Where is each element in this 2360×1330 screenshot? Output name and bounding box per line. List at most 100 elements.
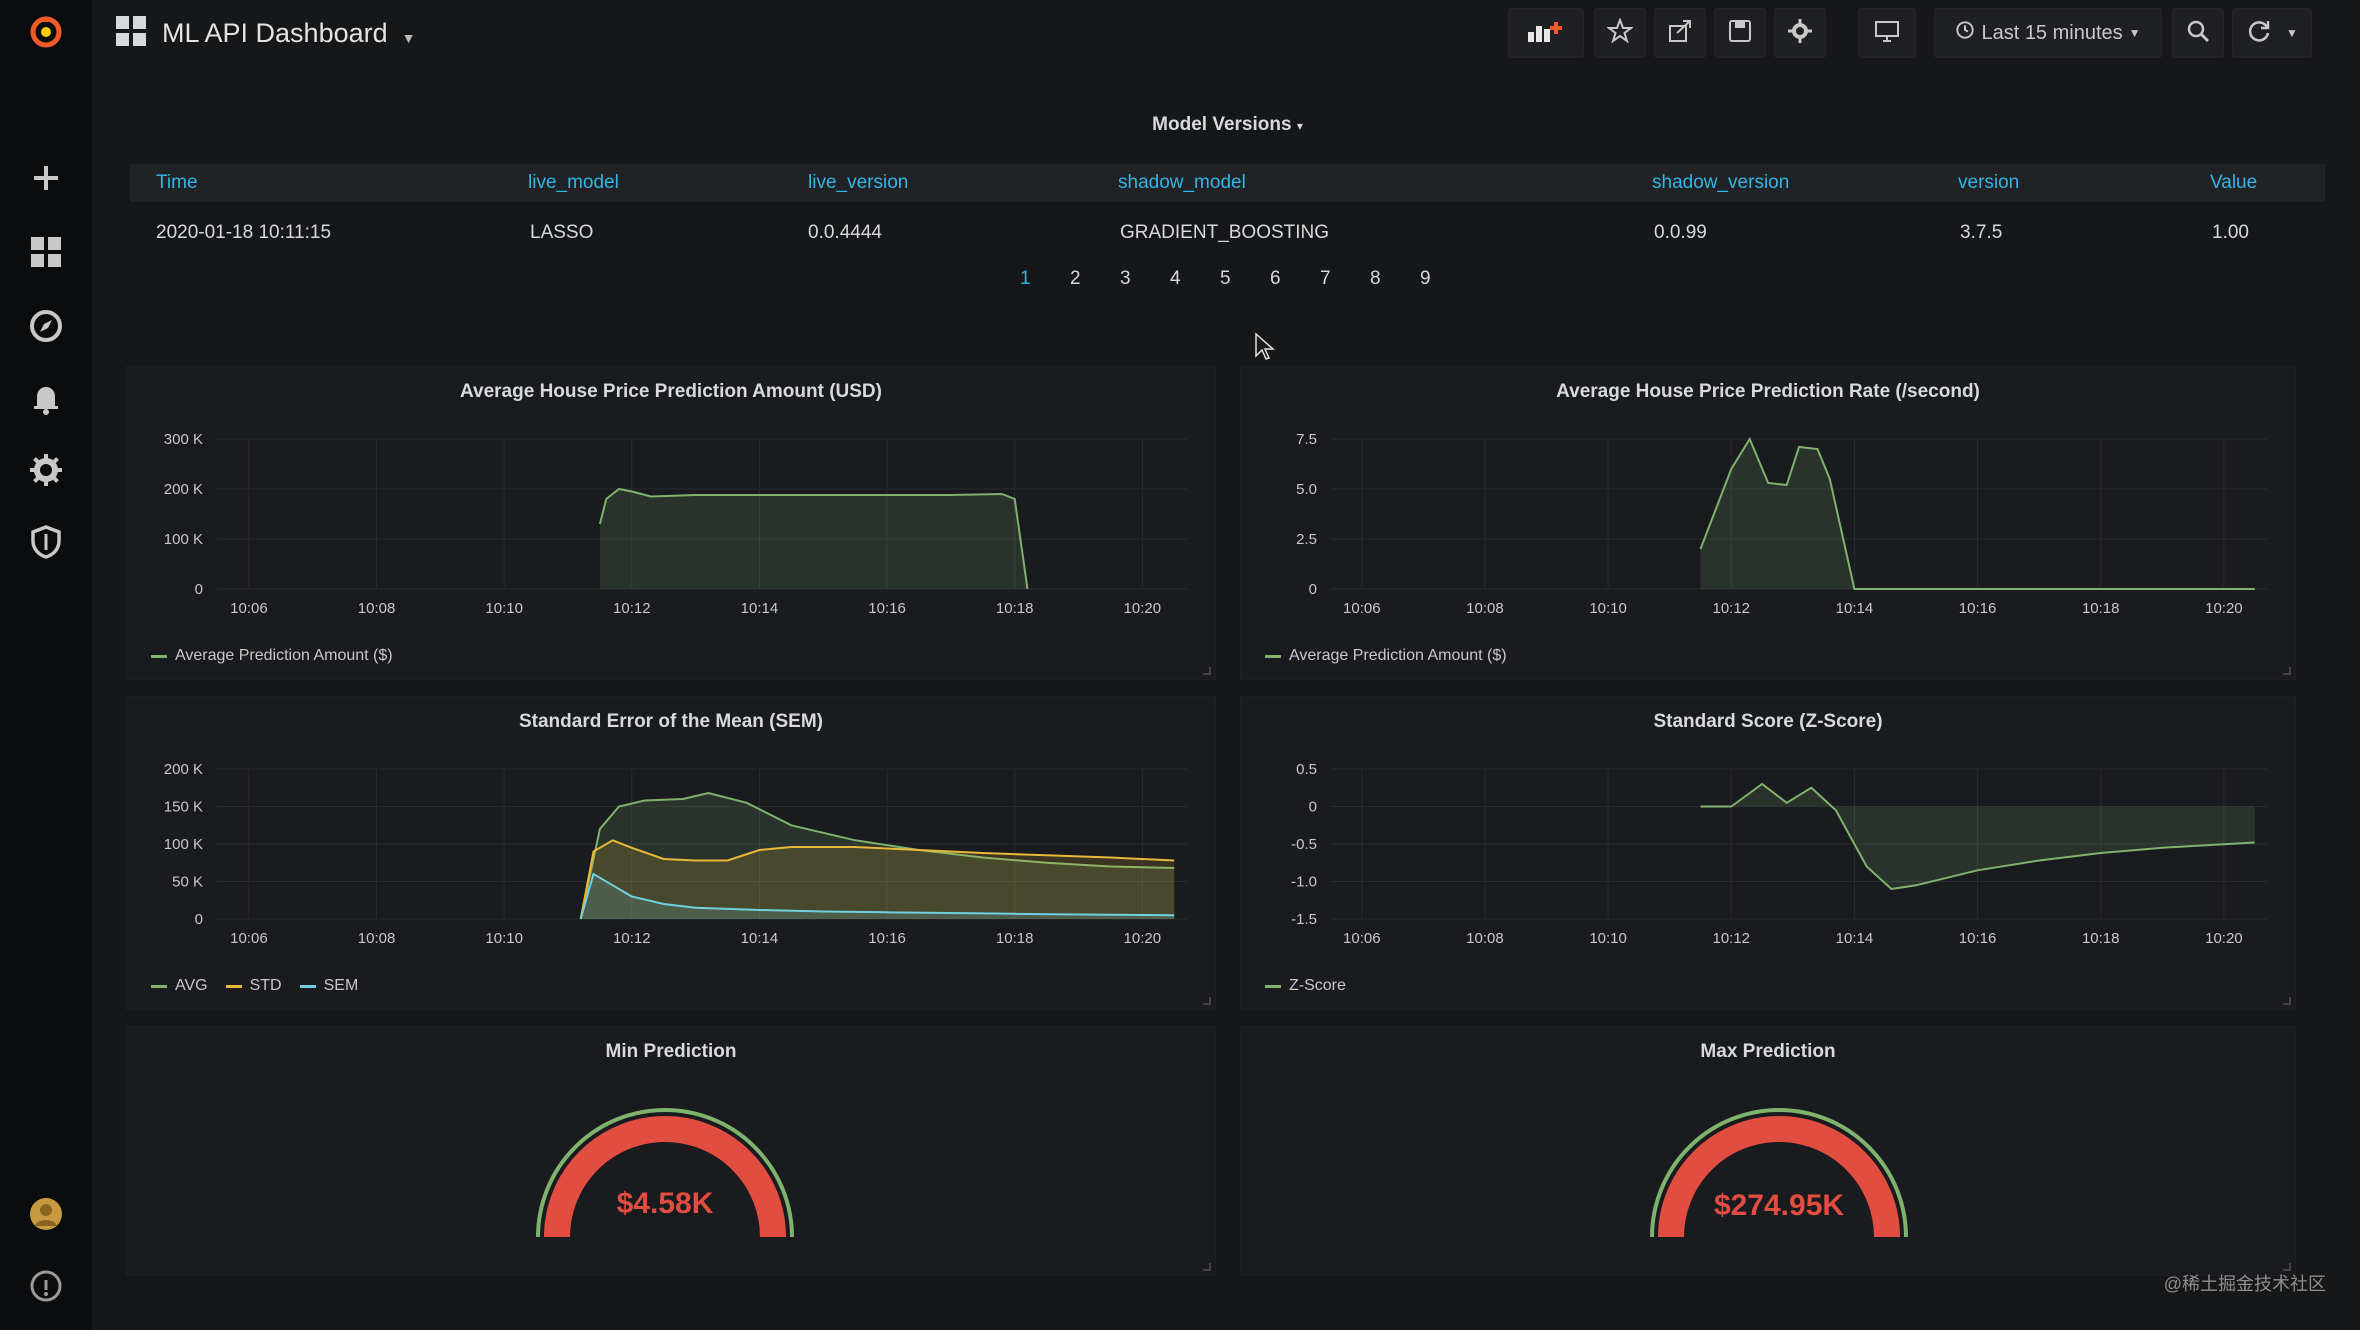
legend-item[interactable]: Average Prediction Amount ($)	[1265, 647, 1507, 665]
graph-plot: 0 100 K 200 K 300 K 10:06 10:08 10:10 10:12 10:1…	[164, 431, 1187, 617]
legend-item[interactable]: AVG	[151, 977, 208, 995]
column-header-shadow-version[interactable]: shadow_version	[1652, 172, 1790, 193]
column-header-live-version[interactable]: live_version	[808, 172, 909, 193]
y-tick-label: 2.5	[1296, 531, 1317, 548]
add-panel-button[interactable]	[1508, 8, 1584, 58]
gear-icon[interactable]	[22, 446, 70, 494]
legend-item[interactable]: STD	[225, 977, 282, 995]
help-icon[interactable]	[22, 1262, 70, 1310]
legend-item[interactable]: SEM	[299, 977, 358, 995]
graph-panel-sem[interactable]: Standard Error of the Mean (SEM) 0 50 K 10…	[126, 696, 1216, 1010]
share-button[interactable]	[1654, 8, 1706, 58]
legend-label: Z-Score	[1289, 977, 1346, 994]
x-tick-label: 10:20	[2205, 600, 2243, 617]
y-tick-label: 0	[1309, 799, 1317, 816]
column-header-value[interactable]: Value	[2210, 172, 2258, 193]
resize-handle[interactable]	[1203, 667, 1211, 675]
bell-icon[interactable]	[22, 374, 70, 422]
resize-handle[interactable]	[1203, 997, 1211, 1005]
plus-icon[interactable]	[22, 154, 70, 202]
page-5[interactable]: 5	[1220, 268, 1231, 289]
graph-panel-prediction-amount[interactable]: Average House Price Prediction Amount (U…	[126, 366, 1216, 680]
graph-plot: 0 50 K 100 K 150 K 200 K 10:06 10:08 10:10 10:12…	[164, 761, 1187, 947]
legend-item[interactable]: Z-Score	[1265, 977, 1346, 995]
series-area	[1700, 784, 2255, 889]
y-tick-label: 300 K	[164, 431, 203, 448]
page-6[interactable]: 6	[1270, 268, 1281, 289]
series-area	[580, 793, 1175, 919]
grafana-logo-icon[interactable]	[22, 8, 70, 56]
panel-title[interactable]: Model Versions ▾	[1152, 114, 1303, 135]
resize-handle[interactable]	[2283, 1263, 2291, 1271]
panel-title[interactable]: Average House Price Prediction Rate (/se…	[1556, 381, 1980, 402]
zoom-out-button[interactable]	[2172, 8, 2224, 58]
panel-title[interactable]: Standard Score (Z-Score)	[1653, 711, 1883, 732]
x-tick-label: 10:18	[996, 930, 1034, 947]
legend-swatch	[1265, 984, 1281, 988]
mouse-cursor-icon	[1254, 332, 1276, 367]
compass-icon[interactable]	[22, 302, 70, 350]
x-tick-label: 10:12	[613, 930, 651, 947]
gauge-panel-min-prediction[interactable]: Min Prediction $4.58K	[126, 1026, 1216, 1276]
resize-handle[interactable]	[2283, 667, 2291, 675]
x-tick-label: 10:18	[2082, 930, 2120, 947]
panel-title[interactable]: Standard Error of the Mean (SEM)	[518, 711, 824, 732]
settings-button[interactable]	[1774, 8, 1826, 58]
gear-icon	[1787, 18, 1813, 49]
series-line	[598, 487, 1029, 590]
dashboards-grid-icon[interactable]	[22, 228, 70, 276]
resize-handle[interactable]	[2283, 997, 2291, 1005]
sidebar	[0, 0, 92, 1330]
gauge-arc	[1650, 1108, 1908, 1238]
user-avatar-icon[interactable]	[22, 1190, 70, 1238]
graph-panel-prediction-rate[interactable]: Average House Price Prediction Rate (/se…	[1240, 366, 2296, 680]
refresh-button[interactable]: ▼	[2232, 8, 2312, 58]
y-tick-label: 150 K	[164, 799, 203, 816]
graph-panel-z-score[interactable]: Standard Score (Z-Score) -1.5 -1.0 -0.5 0 0.…	[1240, 696, 2296, 1010]
table-cell: 2020-01-18 10:11:15	[156, 222, 332, 243]
legend-swatch	[225, 984, 242, 988]
page-1[interactable]: 1	[1020, 268, 1031, 289]
search-icon	[2185, 18, 2211, 49]
column-header-time[interactable]: Time	[156, 172, 198, 193]
series-area	[1700, 439, 2255, 589]
column-header-version[interactable]: version	[1958, 172, 2020, 193]
page-4[interactable]: 4	[1170, 268, 1181, 289]
gauge-panel-max-prediction[interactable]: Max Prediction $274.95K	[1240, 1026, 2296, 1276]
column-header-shadow-model[interactable]: shadow_model	[1118, 172, 1246, 193]
y-tick-label: 0	[1309, 581, 1317, 598]
x-tick-label: 10:20	[2205, 930, 2243, 947]
legend-item[interactable]: Average Prediction Amount ($)	[151, 647, 393, 665]
page-3[interactable]: 3	[1120, 268, 1131, 289]
tv-mode-button[interactable]	[1858, 8, 1916, 58]
column-header-live-model[interactable]: live_model	[528, 172, 619, 193]
time-range-picker[interactable]: Last 15 minutes ▼	[1934, 8, 2162, 58]
y-tick-label: -1.5	[1291, 911, 1317, 928]
x-tick-label: 10:14	[741, 600, 779, 617]
dashboard-title-picker[interactable]: ML API Dashboard ▼	[114, 14, 415, 53]
page-2[interactable]: 2	[1070, 268, 1081, 289]
graph-legend: Z-Score	[1265, 977, 1346, 995]
series-area	[599, 489, 1028, 589]
save-button[interactable]	[1714, 8, 1766, 58]
star-button[interactable]	[1594, 8, 1646, 58]
panel-title[interactable]: Average House Price Prediction Amount (U…	[460, 381, 882, 402]
page-7[interactable]: 7	[1320, 268, 1331, 289]
series-area	[580, 840, 1175, 919]
table-cell: 0.0.4444	[808, 222, 882, 243]
shield-icon[interactable]	[22, 518, 70, 566]
table-header	[130, 164, 2325, 202]
series-line	[1700, 782, 2255, 891]
panel-title[interactable]: Min Prediction	[605, 1041, 737, 1062]
series-line	[1699, 436, 2255, 590]
x-tick-label: 10:06	[1343, 600, 1381, 617]
legend-swatch	[151, 984, 167, 988]
y-tick-label: 0	[195, 911, 203, 928]
series-area	[580, 874, 1175, 919]
x-tick-label: 10:20	[1124, 600, 1162, 617]
page-8[interactable]: 8	[1370, 268, 1381, 289]
resize-handle[interactable]	[1203, 1263, 1211, 1271]
table-cell: 0.0.99	[1654, 222, 1707, 243]
panel-title[interactable]: Max Prediction	[1700, 1041, 1836, 1062]
page-9[interactable]: 9	[1420, 268, 1431, 289]
